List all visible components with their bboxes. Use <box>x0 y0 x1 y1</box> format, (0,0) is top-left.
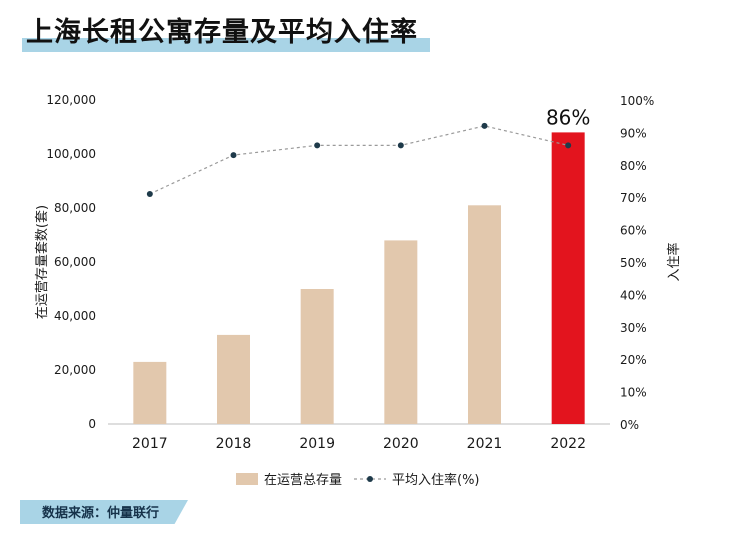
legend-swatch-marker <box>367 476 373 482</box>
x-tick-label: 2019 <box>299 436 335 452</box>
title-underline-band <box>22 38 430 52</box>
occupancy-point-2018 <box>230 152 237 159</box>
chart-legend: 在运营总存量 平均入住率(%) <box>236 472 480 488</box>
y2-tick-label: 40% <box>620 288 647 302</box>
occupancy-point-2021 <box>481 122 488 129</box>
y2-tick-label: 50% <box>620 256 647 270</box>
legend-swatch-bar <box>236 473 258 485</box>
y-tick-label: 0 <box>88 417 96 431</box>
y-axis-title: 在运营存量套数(套) <box>34 205 50 319</box>
x-tick-label: 2017 <box>132 436 168 452</box>
y2-tick-label: 100% <box>620 94 654 108</box>
y2-tick-label: 0% <box>620 418 639 432</box>
bar-2017 <box>133 361 167 424</box>
y2-axis-title: 入住率 <box>666 242 682 281</box>
x-tick-label: 2022 <box>550 436 586 452</box>
x-tick-label: 2018 <box>216 436 252 452</box>
bar-series <box>133 132 585 424</box>
highlight-data-label: 86% <box>546 105 590 129</box>
occupancy-point-2017 <box>146 190 153 197</box>
y2-tick-label: 80% <box>620 159 647 173</box>
y2-tick-label: 60% <box>620 224 647 238</box>
occupancy-point-2020 <box>397 142 404 149</box>
x-tick-label: 2020 <box>383 436 419 452</box>
x-tick-label: 2021 <box>467 436 503 452</box>
tick-labels: 0 20,000 40,000 60,000 80,000 100,000 120,000 0… <box>34 93 682 452</box>
occupancy-point-2022 <box>565 142 572 149</box>
y-tick-label: 100,000 <box>46 147 96 161</box>
legend-label-line: 平均入住率(%) <box>392 472 480 488</box>
bar-2021 <box>468 205 501 424</box>
occupancy-line <box>149 125 569 195</box>
bar-2020 <box>384 240 418 424</box>
legend-label-bar: 在运营总存量 <box>264 473 342 488</box>
source-note: 数据来源：仲量联行 <box>42 506 160 521</box>
y2-tick-label: 20% <box>620 353 647 367</box>
y-tick-label: 120,000 <box>46 93 96 107</box>
y-tick-label: 80,000 <box>54 201 96 215</box>
source-band <box>20 500 188 524</box>
bar-2022 <box>551 132 585 424</box>
line-series <box>146 122 572 197</box>
y-tick-label: 60,000 <box>54 255 96 269</box>
y2-tick-label: 30% <box>620 321 647 335</box>
occupancy-point-2019 <box>314 142 321 149</box>
y-tick-label: 20,000 <box>54 363 96 377</box>
bar-2018 <box>217 334 250 424</box>
y-tick-label: 40,000 <box>54 309 96 323</box>
y2-tick-label: 90% <box>620 126 647 140</box>
y2-tick-label: 70% <box>620 191 647 205</box>
bar-2019 <box>300 289 334 424</box>
page-title: 上海长租公寓存量及平均入住率 <box>26 17 418 48</box>
y2-tick-label: 10% <box>620 386 647 400</box>
